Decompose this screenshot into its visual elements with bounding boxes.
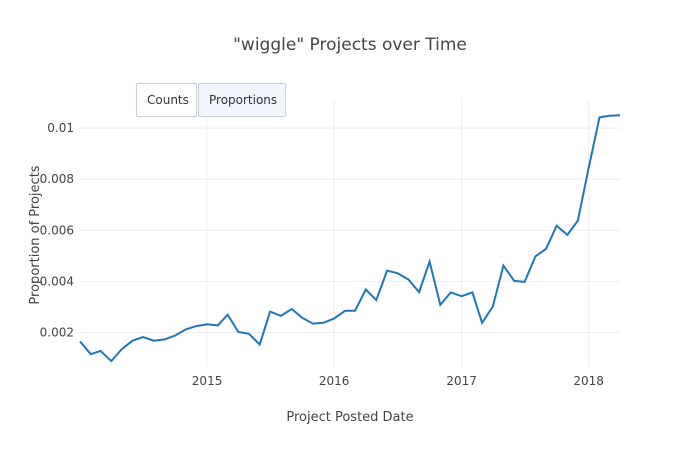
x-axis-ticks: 2015 2016 2017 2018 (192, 374, 604, 388)
x-tick-label: 2017 (446, 374, 477, 388)
x-axis-title: Project Posted Date (286, 410, 413, 425)
y-tick-label: 0.004 (40, 274, 74, 288)
y-axis-ticks: 0.002 0.004 0.006 0.008 0.01 (40, 121, 74, 339)
y-tick-label: 0.01 (47, 121, 74, 135)
y-tick-label: 0.002 (40, 326, 74, 340)
y-tick-label: 0.006 (40, 223, 74, 237)
grid (80, 100, 620, 367)
chart-title: "wiggle" Projects over Time (233, 35, 467, 55)
x-tick-label: 2016 (319, 374, 350, 388)
proportions-button[interactable]: Proportions (198, 83, 286, 117)
x-tick-label: 2018 (573, 374, 604, 388)
series-line (79, 114, 621, 363)
x-tick-label: 2015 (192, 374, 223, 388)
count-proportion-toggle: Counts Proportions (136, 83, 286, 117)
y-tick-label: 0.008 (40, 172, 74, 186)
y-axis-title: Proportion of Projects (28, 165, 43, 304)
counts-button[interactable]: Counts (136, 83, 197, 117)
